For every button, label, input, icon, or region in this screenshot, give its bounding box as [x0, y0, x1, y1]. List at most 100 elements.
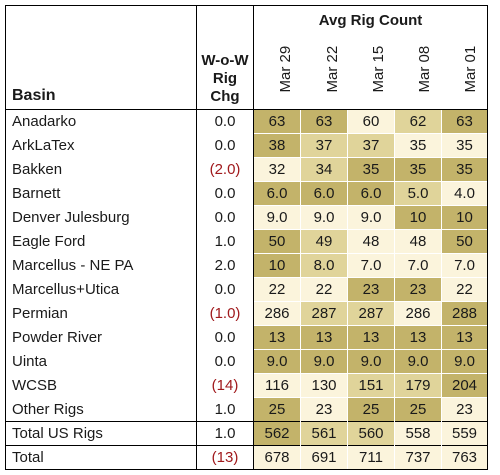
- table-row: Anadarko 0.0 63 63 60 62 63: [5, 109, 488, 134]
- basin-header: Basin: [12, 87, 56, 104]
- rig-count-cell: 10: [441, 205, 488, 230]
- rig-count-cell: 25: [347, 397, 395, 422]
- table-row: Bakken (2.0) 32 34 35 35 35: [5, 157, 488, 182]
- rig-count-cell: 561: [300, 421, 348, 446]
- table-row: ArkLaTex 0.0 38 37 37 35 35: [5, 133, 488, 158]
- basin-header-cell: Basin: [5, 5, 197, 110]
- rig-count-cell: 9.0: [394, 349, 442, 374]
- rig-count-cell: 151: [347, 373, 395, 398]
- wow-change: 0.0: [196, 349, 254, 374]
- basin-name: Eagle Ford: [5, 229, 197, 254]
- total-us-row: Total US Rigs 1.0 562 561 560 558 559: [5, 421, 488, 446]
- basin-name: Bakken: [5, 157, 197, 182]
- table-row: Other Rigs 1.0 25 23 25 25 23: [5, 397, 488, 422]
- rig-count-table: Basin W-o-W Rig Chg Avg Rig Count Mar 29…: [5, 5, 488, 470]
- rig-count-cell: 22: [253, 277, 301, 302]
- wow-header-line2: Rig Chg: [210, 70, 240, 105]
- basin-name: Powder River: [5, 325, 197, 350]
- rig-count-cell: 48: [347, 229, 395, 254]
- rig-count-cell: 34: [300, 157, 348, 182]
- rig-count-cell: 286: [394, 301, 442, 326]
- rig-count-cell: 48: [394, 229, 442, 254]
- rig-count-cell: 23: [441, 397, 488, 422]
- rig-count-cell: 9.0: [347, 349, 395, 374]
- wow-change: 0.0: [196, 205, 254, 230]
- table-row: Denver Julesburg 0.0 9.0 9.0 9.0 10 10: [5, 205, 488, 230]
- rig-count-cell: 10: [253, 253, 301, 278]
- rig-count-cell: 9.0: [347, 205, 395, 230]
- date-header-5: Mar 01: [439, 6, 484, 109]
- rig-count-cell: 13: [441, 325, 488, 350]
- rig-count-cell: 10: [394, 205, 442, 230]
- date-header-4: Mar 08: [393, 6, 439, 109]
- wow-change: 0.0: [196, 181, 254, 206]
- rig-count-cell: 8.0: [300, 253, 348, 278]
- rig-count-cell: 9.0: [300, 205, 348, 230]
- basin-name: Permian: [5, 301, 197, 326]
- avg-rig-count-title: Avg Rig Count: [318, 12, 423, 29]
- basin-name: Denver Julesburg: [5, 205, 197, 230]
- rig-count-cell: 35: [347, 157, 395, 182]
- rig-count-cell: 737: [394, 445, 442, 470]
- rig-count-cell: 9.0: [441, 349, 488, 374]
- date-label-mar29: Mar 29: [277, 45, 294, 93]
- rig-count-cell: 38: [253, 133, 301, 158]
- rig-count-cell: 32: [253, 157, 301, 182]
- basin-name: Anadarko: [5, 109, 197, 134]
- basin-name: Total: [5, 445, 197, 470]
- wow-change: 1.0: [196, 421, 254, 446]
- table-row: Marcellus - NE PA 2.0 10 8.0 7.0 7.0 7.0: [5, 253, 488, 278]
- rig-count-cell: 9.0: [253, 349, 301, 374]
- date-header-1: Mar 29: [254, 6, 300, 109]
- rig-count-cell: 6.0: [300, 181, 348, 206]
- rig-count-cell: 287: [300, 301, 348, 326]
- rig-count-cell: 7.0: [347, 253, 395, 278]
- rig-count-cell: 711: [347, 445, 395, 470]
- rig-count-cell: 13: [300, 325, 348, 350]
- rig-count-cell: 35: [394, 157, 442, 182]
- total-row: Total (13) 678 691 711 737 763: [5, 445, 488, 470]
- rig-count-cell: 50: [441, 229, 488, 254]
- rig-count-cell: 204: [441, 373, 488, 398]
- rig-count-cell: 130: [300, 373, 348, 398]
- rig-count-cell: 50: [253, 229, 301, 254]
- rig-count-cell: 63: [441, 109, 488, 134]
- rig-count-cell: 62: [394, 109, 442, 134]
- table-row: Permian (1.0) 286 287 287 286 288: [5, 301, 488, 326]
- rig-count-cell: 35: [394, 133, 442, 158]
- wow-change: 0.0: [196, 109, 254, 134]
- rig-count-cell: 560: [347, 421, 395, 446]
- basin-name: ArkLaTex: [5, 133, 197, 158]
- rig-count-cell: 60: [347, 109, 395, 134]
- date-label-mar15: Mar 15: [370, 45, 387, 93]
- wow-change: (1.0): [196, 301, 254, 326]
- table-row: Uinta 0.0 9.0 9.0 9.0 9.0 9.0: [5, 349, 488, 374]
- wow-header-line1: W-o-W: [201, 52, 249, 69]
- rig-count-cell: 22: [300, 277, 348, 302]
- basin-name: Uinta: [5, 349, 197, 374]
- table-body: Anadarko 0.0 63 63 60 62 63 ArkLaTex 0.0 38 37 37 35…: [5, 109, 488, 470]
- wow-change: 1.0: [196, 229, 254, 254]
- basin-name: Other Rigs: [5, 397, 197, 422]
- rig-count-cell: 763: [441, 445, 488, 470]
- rig-count-cell: 286: [253, 301, 301, 326]
- date-header-3: Mar 15: [347, 6, 393, 109]
- rig-count-cell: 7.0: [394, 253, 442, 278]
- rig-count-cell: 37: [300, 133, 348, 158]
- rig-count-cell: 23: [394, 277, 442, 302]
- rig-count-cell: 23: [347, 277, 395, 302]
- table-row: Powder River 0.0 13 13 13 13 13: [5, 325, 488, 350]
- rig-count-cell: 37: [347, 133, 395, 158]
- table-row: Barnett 0.0 6.0 6.0 6.0 5.0 4.0: [5, 181, 488, 206]
- rig-count-cell: 9.0: [300, 349, 348, 374]
- wow-change: 1.0: [196, 397, 254, 422]
- basin-name: Barnett: [5, 181, 197, 206]
- rig-count-cell: 6.0: [347, 181, 395, 206]
- rig-count-cell: 5.0: [394, 181, 442, 206]
- date-label-mar01: Mar 01: [461, 45, 479, 93]
- rig-count-cell: 287: [347, 301, 395, 326]
- basin-name: Total US Rigs: [5, 421, 197, 446]
- rig-count-cell: 691: [300, 445, 348, 470]
- wow-change: (13): [196, 445, 254, 470]
- rig-count-cell: 63: [300, 109, 348, 134]
